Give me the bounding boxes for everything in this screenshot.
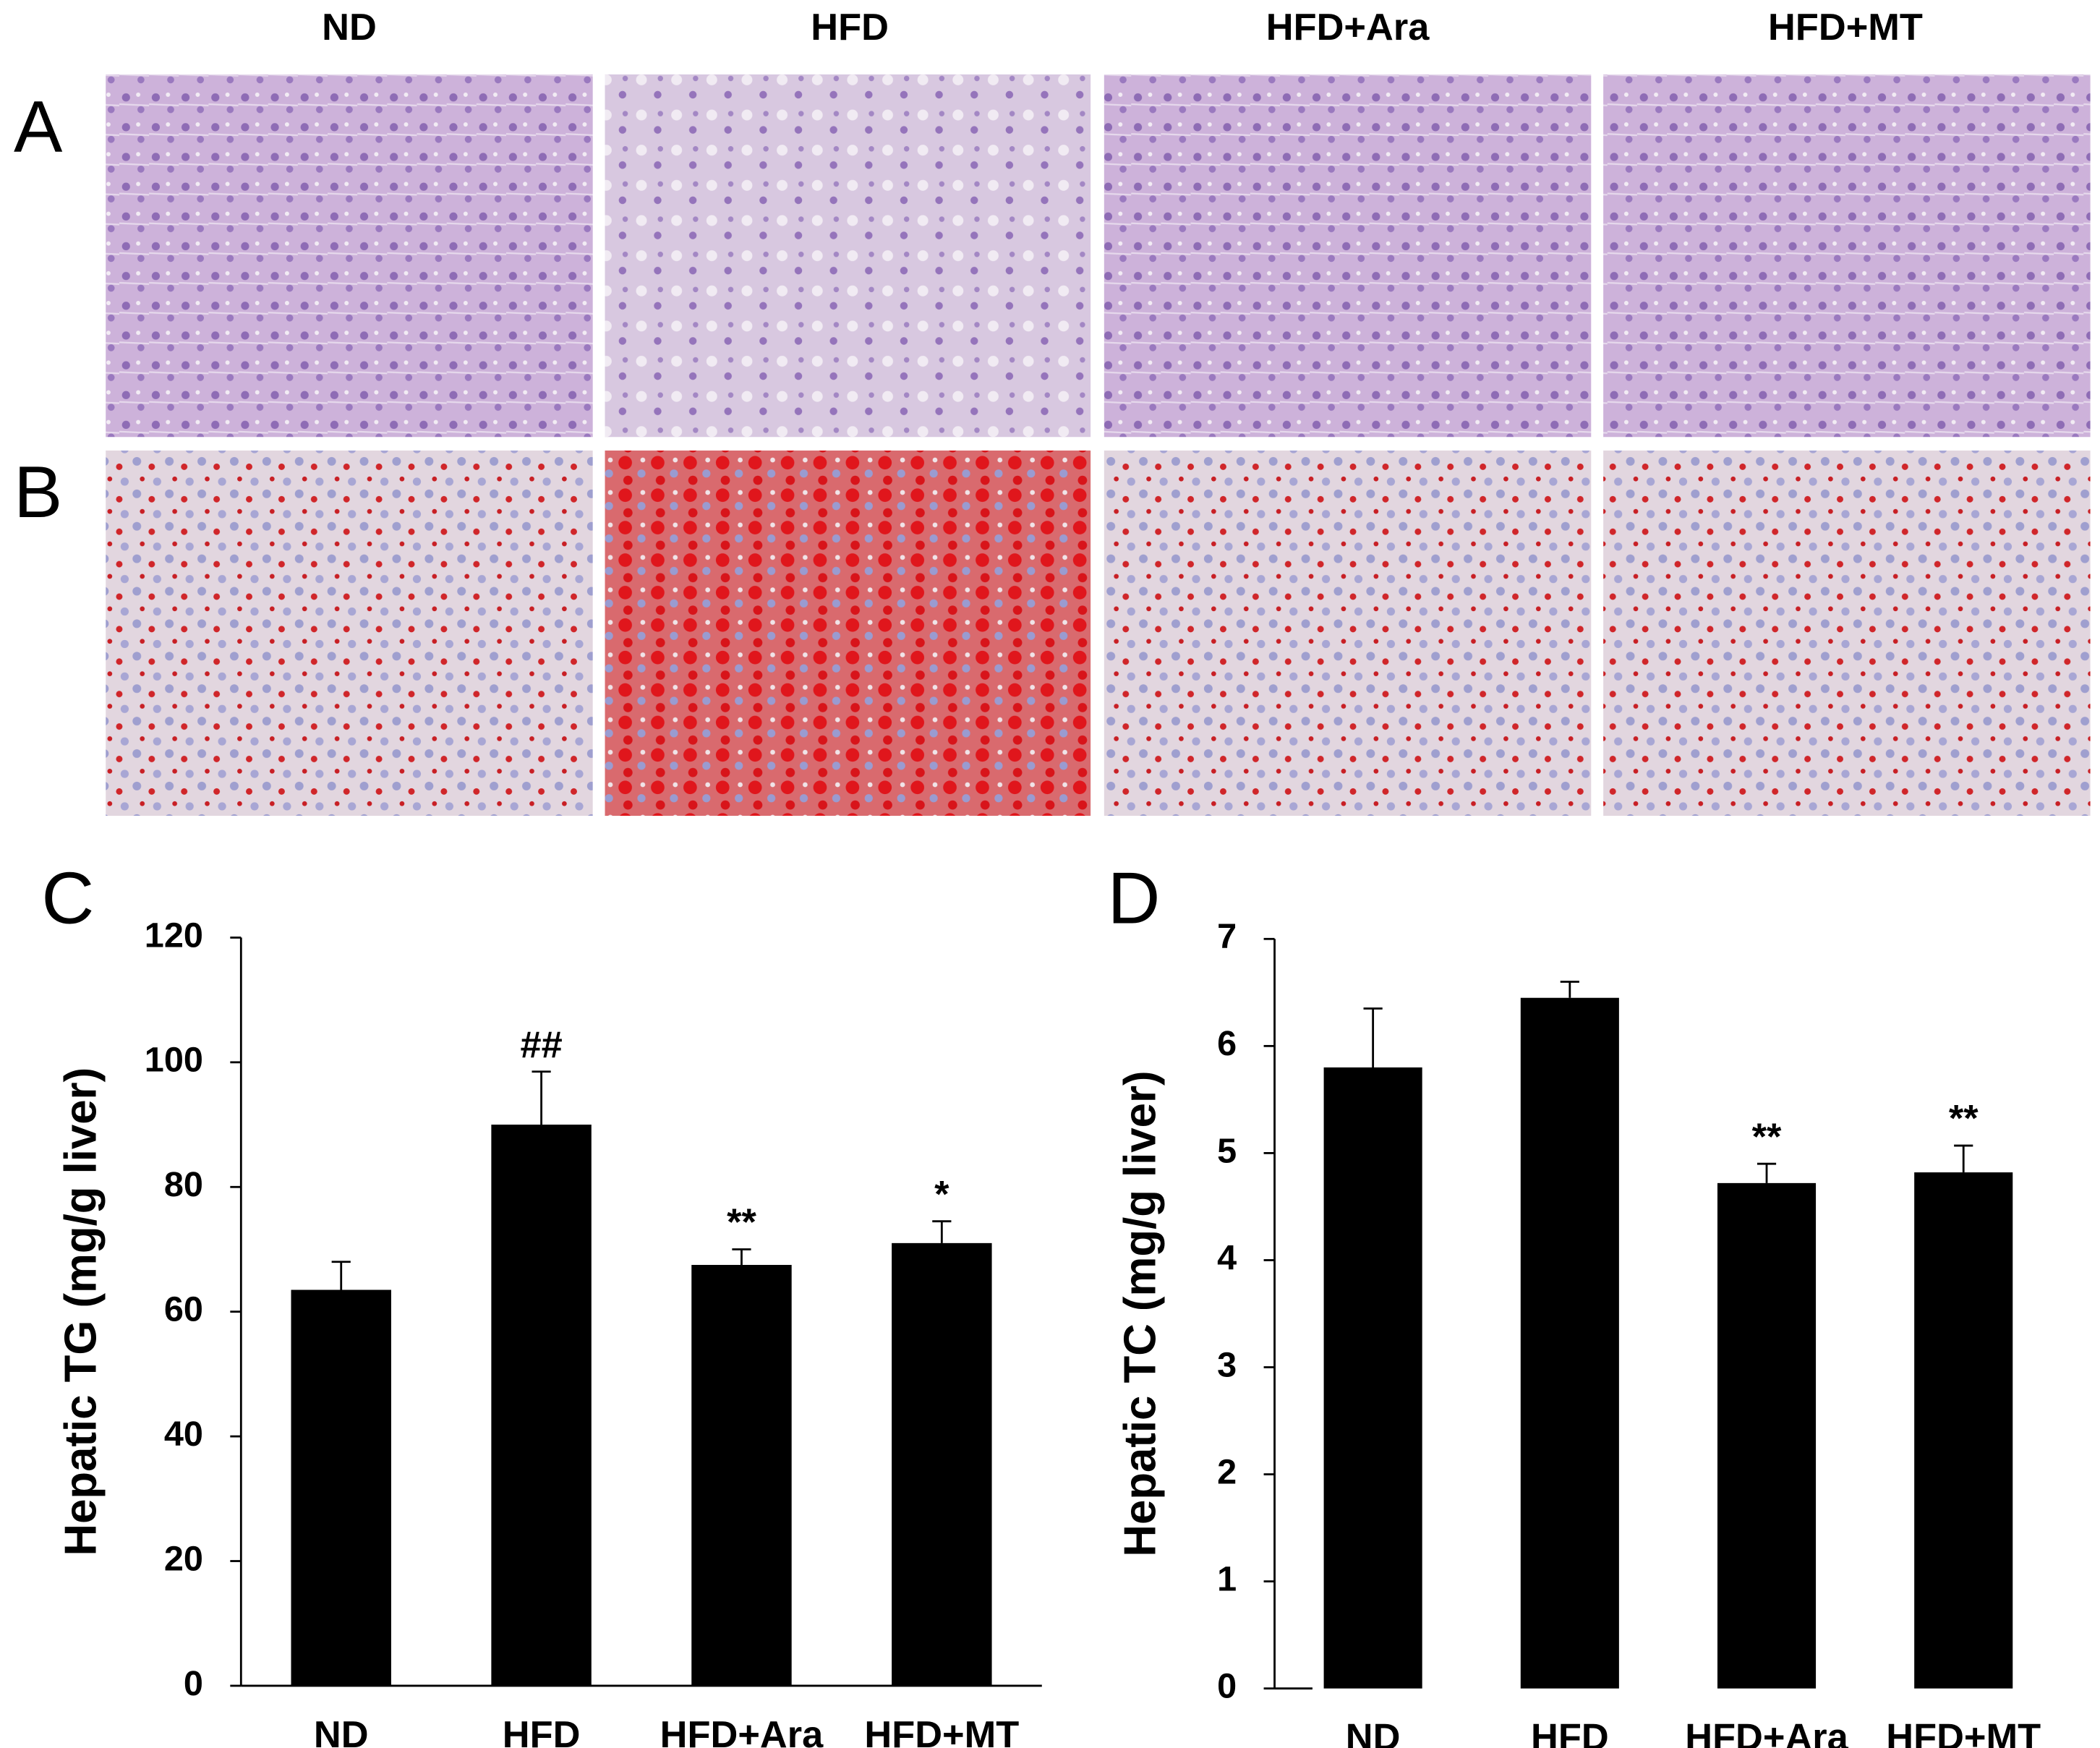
- histology-images: [106, 74, 2091, 817]
- histology-image: [1603, 450, 2091, 817]
- y-tick-label: 5: [1217, 1131, 1237, 1170]
- bar: [892, 1242, 992, 1686]
- bar: [1323, 1067, 1422, 1689]
- panel-label: D: [1108, 858, 1161, 939]
- x-tick-label: ND: [314, 1714, 369, 1748]
- y-tick-label: 120: [145, 916, 203, 955]
- panel-label: B: [14, 452, 62, 533]
- y-tick-label: 60: [164, 1290, 203, 1329]
- histology-image: [1603, 74, 2091, 438]
- bar: [291, 1289, 391, 1686]
- annotation: ##: [520, 1024, 562, 1066]
- panel-label: C: [41, 858, 94, 939]
- y-tick-label: 6: [1217, 1024, 1237, 1063]
- bar: [491, 1125, 592, 1686]
- y-tick-label: 0: [1217, 1667, 1237, 1706]
- y-axis-label: Hepatic TC (mg/g liver): [1115, 1070, 1165, 1556]
- y-tick-label: 80: [164, 1165, 203, 1204]
- annotation: *: [934, 1174, 949, 1216]
- histology-image: [106, 74, 593, 438]
- y-tick-label: 4: [1217, 1238, 1237, 1277]
- x-tick-label: HFD: [1531, 1717, 1609, 1748]
- annotation: **: [1949, 1098, 1979, 1140]
- column-header: HFD+MT: [1768, 7, 1923, 48]
- column-headers: ND HFD HFD+Ara HFD+MT: [322, 7, 1923, 48]
- panel-label: A: [14, 87, 63, 168]
- column-header: ND: [322, 7, 377, 48]
- annotation: **: [1752, 1116, 1782, 1158]
- column-header: HFD: [811, 7, 889, 48]
- bar: [1914, 1172, 2013, 1689]
- y-tick-label: 100: [145, 1041, 203, 1080]
- y-axis-label: Hepatic TG (mg/g liver): [56, 1067, 106, 1556]
- x-tick-label: HFD+Ara: [1685, 1717, 1848, 1748]
- y-tick-label: 3: [1217, 1345, 1237, 1384]
- y-tick-label: 7: [1217, 917, 1237, 956]
- x-tick-label: HFD+Ara: [660, 1714, 824, 1748]
- histology-image: [1104, 74, 1592, 438]
- x-tick-label: HFD+MT: [1886, 1717, 2041, 1748]
- column-header: HFD+Ara: [1266, 7, 1430, 48]
- x-tick-label: ND: [1346, 1717, 1401, 1748]
- histology-image: [605, 450, 1091, 817]
- histology-image: [106, 450, 593, 817]
- y-tick-label: 40: [164, 1415, 203, 1454]
- y-tick-label: 1: [1217, 1559, 1237, 1598]
- bar: [1717, 1182, 1817, 1689]
- histology-image: [1104, 450, 1592, 817]
- x-tick-label: HFD: [503, 1714, 581, 1748]
- y-tick-label: 20: [164, 1539, 203, 1578]
- x-tick-label: HFD+MT: [864, 1714, 1019, 1748]
- y-tick-label: 2: [1217, 1452, 1237, 1491]
- y-tick-label: 0: [184, 1664, 203, 1703]
- bar: [1520, 997, 1619, 1689]
- annotation: **: [727, 1202, 756, 1244]
- bar: [691, 1265, 792, 1686]
- histology-image: [605, 74, 1091, 438]
